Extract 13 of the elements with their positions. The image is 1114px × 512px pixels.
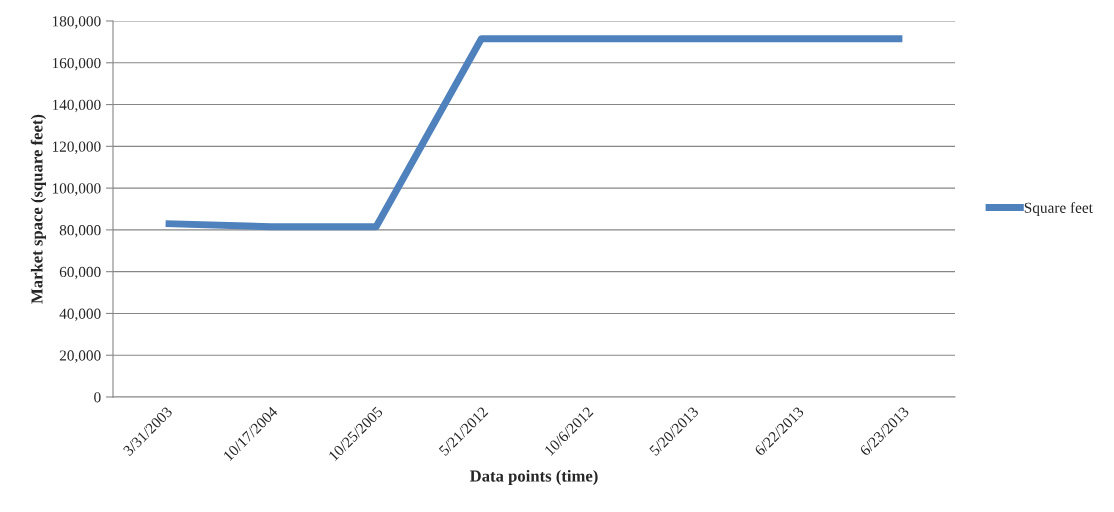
y-tick-label: 80,000 [59, 225, 101, 238]
y-tick-label: 0 [94, 392, 101, 403]
y-tick-label: 100,000 [52, 183, 101, 196]
y-tick-label: 40,000 [59, 308, 101, 322]
y-tick-label: 160,000 [52, 57, 101, 71]
legend-label: Square feet [1024, 201, 1093, 217]
y-axis-title: Market space (square feet) [30, 114, 46, 304]
y-tick-label: 140,000 [52, 99, 101, 113]
y-tick-label: 20,000 [59, 350, 101, 363]
x-axis-title: Data points (time) [469, 469, 598, 486]
y-tick-label: 60,000 [59, 266, 101, 280]
y-tick-label: 180,000 [52, 16, 101, 29]
y-tick-label: 120,000 [52, 141, 101, 154]
